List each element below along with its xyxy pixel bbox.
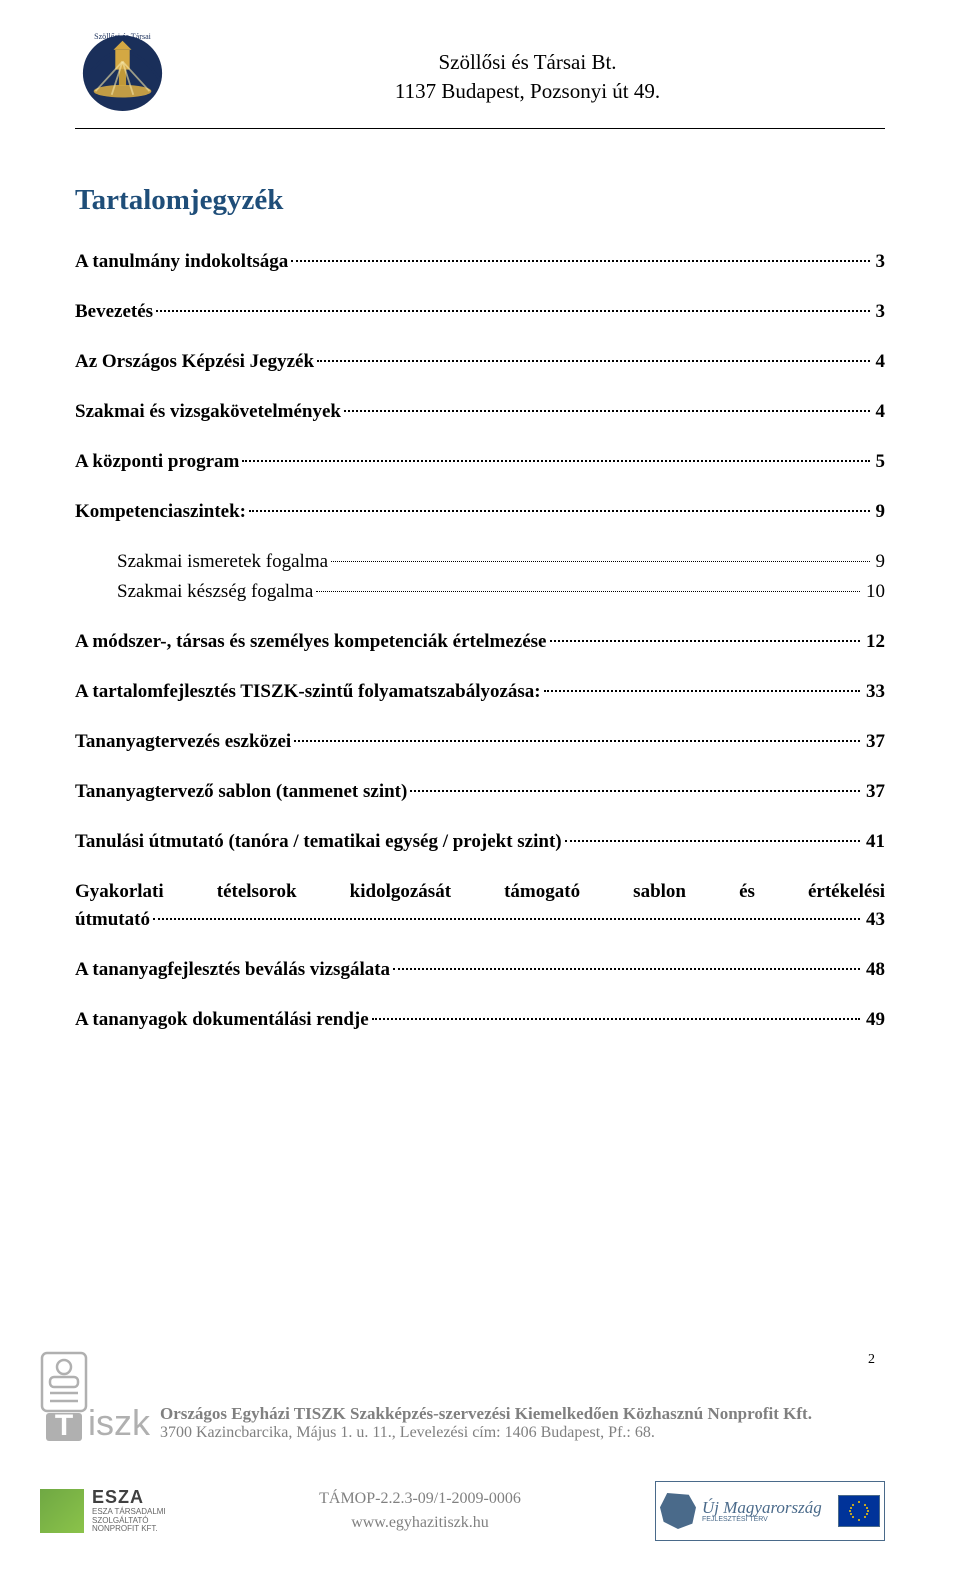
toc-dots (544, 690, 860, 692)
toc-page-number: 48 (863, 959, 885, 981)
toc-page-number: 4 (873, 401, 886, 423)
esza-text-block: ESZA ESZA TÁRSADALMI SZOLGÁLTATÓ NONPROF… (92, 1488, 185, 1534)
toc-page-number: 9 (873, 501, 886, 523)
svg-text:Szöllősi és Társai: Szöllősi és Társai (94, 32, 152, 41)
toc-dots (550, 640, 861, 642)
company-logo: Szöllősi és Társai (75, 30, 170, 120)
toc-entry: A tanulmány indokoltsága 3 (75, 251, 885, 273)
toc-label: Szakmai készség fogalma (117, 581, 313, 603)
toc-dots (410, 790, 860, 792)
toc-entry: Szakmai ismeretek fogalma 9 (75, 551, 885, 573)
toc-dots (242, 460, 869, 462)
eu-flag-icon (838, 1495, 880, 1527)
toc-page-number: 49 (863, 1009, 885, 1031)
website: www.egyhazitiszk.hu (319, 1511, 521, 1535)
toc-dots (344, 410, 870, 412)
toc-label: Kompetenciaszintek: (75, 501, 246, 523)
footer-organization: Országos Egyházi TISZK Szakképzés-szerve… (160, 1404, 885, 1442)
footer-logos-row: ESZA ESZA TÁRSADALMI SZOLGÁLTATÓ NONPROF… (40, 1476, 885, 1546)
toc-entry: Szakmai készség fogalma 10 (75, 581, 885, 603)
footer-center-text: TÁMOP-2.2.3-09/1-2009-0006 www.egyhaziti… (319, 1487, 521, 1535)
toc-label: Bevezetés (75, 301, 153, 323)
toc-page-number: 5 (873, 451, 886, 473)
header-text: Szöllősi és Társai Bt. 1137 Budapest, Po… (170, 30, 885, 107)
toc-container: A tanulmány indokoltsága 3 Bevezetés 3 Az Or… (75, 251, 885, 1031)
toc-label: Tanulási útmutató (tanóra / tematikai eg… (75, 831, 562, 853)
toc-dots (393, 968, 860, 970)
toc-entry: A tartalomfejlesztés TISZK-szintű folyam… (75, 681, 885, 703)
toc-label: A tananyagok dokumentálási rendje (75, 1009, 369, 1031)
toc-title: Tartalomjegyzék (75, 184, 885, 217)
toc-entry: A tananyagok dokumentálási rendje 49 (75, 1009, 885, 1031)
toc-dots (153, 918, 860, 920)
esza-label: ESZA (92, 1488, 185, 1508)
toc-dots (331, 561, 869, 562)
toc-entry: Tananyagtervezés eszközei 37 (75, 731, 885, 753)
toc-page-number: 3 (873, 301, 886, 323)
toc-page-number: 41 (863, 831, 885, 853)
toc-page-number: 33 (863, 681, 885, 703)
toc-dots (291, 260, 869, 262)
toc-dots (372, 1018, 860, 1020)
esza-sub: ESZA TÁRSADALMI SZOLGÁLTATÓ NONPROFIT KF… (92, 1507, 166, 1534)
toc-label: A központi program (75, 451, 239, 473)
page-header: Szöllősi és Társai Szöllősi és Társai Bt… (75, 30, 885, 120)
toc-entry: Bevezetés 3 (75, 301, 885, 323)
footer-org-address: 3700 Kazincbarcika, Május 1. u. 11., Lev… (160, 1424, 885, 1442)
toc-page-number: 37 (863, 781, 885, 803)
toc-label: A tananyagfejlesztés beválás vizsgálata (75, 959, 390, 981)
toc-label: Szakmai és vizsgakövetelmények (75, 401, 341, 423)
toc-label: Szakmai ismeretek fogalma (117, 551, 328, 573)
toc-label: A tartalomfejlesztés TISZK-szintű folyam… (75, 681, 541, 703)
page-number: 2 (868, 1352, 875, 1368)
toc-entry: Kompetenciaszintek: 9 (75, 501, 885, 523)
esza-logo: ESZA ESZA TÁRSADALMI SZOLGÁLTATÓ NONPROF… (40, 1481, 185, 1541)
toc-entry: Az Országos Képzési Jegyzék 4 (75, 351, 885, 373)
toc-page-number: 10 (863, 581, 885, 603)
toc-page-number: 43 (863, 909, 885, 931)
toc-entry: Gyakorlati tételsorok kidolgozását támog… (75, 881, 885, 931)
company-address: 1137 Budapest, Pozsonyi út 49. (170, 77, 885, 106)
toc-page-number: 3 (873, 251, 886, 273)
toc-entry: A módszer-, társas és személyes kompeten… (75, 631, 885, 653)
document-page: Szöllősi és Társai Szöllősi és Társai Bt… (0, 0, 960, 1031)
toc-dots (249, 510, 870, 512)
toc-dots (565, 840, 860, 842)
uj-mo-text: Új Magyarország FEJLESZTÉSI TERV (702, 1499, 832, 1523)
toc-dots (316, 591, 860, 592)
uj-mo-subtitle: FEJLESZTÉSI TERV (702, 1516, 832, 1523)
toc-entry: Tanulási útmutató (tanóra / tematikai eg… (75, 831, 885, 853)
toc-entry: Tananyagtervező sablon (tanmenet szint) 3… (75, 781, 885, 803)
toc-dots (294, 740, 860, 742)
toc-page-number: 9 (873, 551, 886, 573)
footer-org-name: Országos Egyházi TISZK Szakképzés-szerve… (160, 1404, 885, 1424)
toc-page-number: 12 (863, 631, 885, 653)
toc-page-number: 37 (863, 731, 885, 753)
toc-dots (156, 310, 869, 312)
toc-entry: A központi program 5 (75, 451, 885, 473)
company-name: Szöllősi és Társai Bt. (170, 48, 885, 77)
toc-page-number: 4 (873, 351, 886, 373)
hungary-shape-icon (660, 1493, 696, 1529)
uj-mo-title: Új Magyarország (702, 1498, 822, 1517)
uj-magyarorszag-logo: Új Magyarország FEJLESZTÉSI TERV (655, 1481, 885, 1541)
toc-entry: Szakmai és vizsgakövetelmények 4 (75, 401, 885, 423)
esza-icon (40, 1489, 84, 1533)
toc-label: Gyakorlati tételsorok kidolgozását támog… (75, 881, 885, 903)
toc-label: Tananyagtervező sablon (tanmenet szint) (75, 781, 407, 803)
toc-entry: A tananyagfejlesztés beválás vizsgálata 4… (75, 959, 885, 981)
page-footer: Országos Egyházi TISZK Szakképzés-szerve… (0, 1404, 960, 1576)
toc-entry-line2: útmutató 43 (75, 909, 885, 931)
toc-dots (317, 360, 869, 362)
toc-label: A módszer-, társas és személyes kompeten… (75, 631, 547, 653)
toc-label: A tanulmány indokoltsága (75, 251, 288, 273)
toc-label: útmutató (75, 909, 150, 931)
header-divider (75, 128, 885, 129)
toc-label: Tananyagtervezés eszközei (75, 731, 291, 753)
project-code: TÁMOP-2.2.3-09/1-2009-0006 (319, 1487, 521, 1511)
toc-label: Az Országos Képzési Jegyzék (75, 351, 314, 373)
